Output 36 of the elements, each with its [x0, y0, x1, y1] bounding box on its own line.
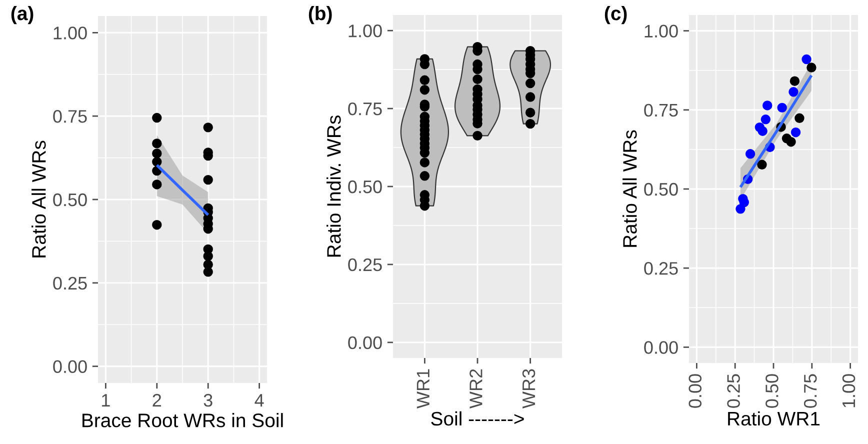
x-axis-title: Soil -------> — [431, 411, 524, 426]
y-axis-title: Ratio All WRs — [622, 130, 637, 247]
y-tick-label: 0.75 — [53, 110, 87, 123]
y-tick-label: 0.25 — [644, 262, 678, 275]
x-axis-title: Ratio WR1 — [728, 411, 820, 426]
y-tick-label: 0.00 — [53, 360, 87, 374]
chart-title: (c) — [604, 6, 627, 24]
chart-title: (a) — [11, 6, 34, 24]
y-axis-title: Ratio All WRs — [32, 140, 46, 258]
x-tick-label: 1.00 — [842, 374, 856, 408]
y-tick-label: 0.75 — [644, 104, 678, 117]
y-tick-label: 0.00 — [644, 341, 678, 354]
x-tick-label: 3 — [204, 394, 212, 407]
x-tick-label: 0.00 — [688, 374, 702, 408]
y-axis-title: Ratio Indiv. WRs — [326, 116, 341, 257]
y-tick-label: 0.50 — [644, 182, 678, 196]
y-tick-label: 0.25 — [53, 276, 87, 290]
y-tick-label: 0.50 — [348, 180, 382, 194]
chart-title: (b) — [308, 6, 332, 24]
x-tick-label: WR1 — [416, 369, 430, 408]
x-tick-label: WR2 — [470, 369, 482, 408]
x-tick-label: WR3 — [522, 369, 536, 408]
x-tick-label: 0.50 — [766, 374, 778, 408]
x-tick-label: 1 — [102, 394, 110, 406]
x-tick-label: 0.75 — [804, 374, 817, 408]
y-tick-label: 1.00 — [348, 24, 382, 38]
y-tick-label: 0.00 — [348, 336, 382, 350]
y-tick-label: 0.75 — [348, 102, 382, 116]
x-tick-label: 2 — [152, 394, 162, 406]
x-tick-label: 4 — [254, 394, 264, 406]
y-tick-label: 0.50 — [53, 193, 87, 206]
x-axis-title: Brace Root WRs in Soil — [82, 413, 283, 428]
y-tick-label: 1.00 — [644, 24, 678, 38]
y-tick-label: 1.00 — [54, 26, 87, 40]
x-tick-label: 0.25 — [727, 374, 740, 408]
y-tick-label: 0.25 — [348, 258, 382, 272]
